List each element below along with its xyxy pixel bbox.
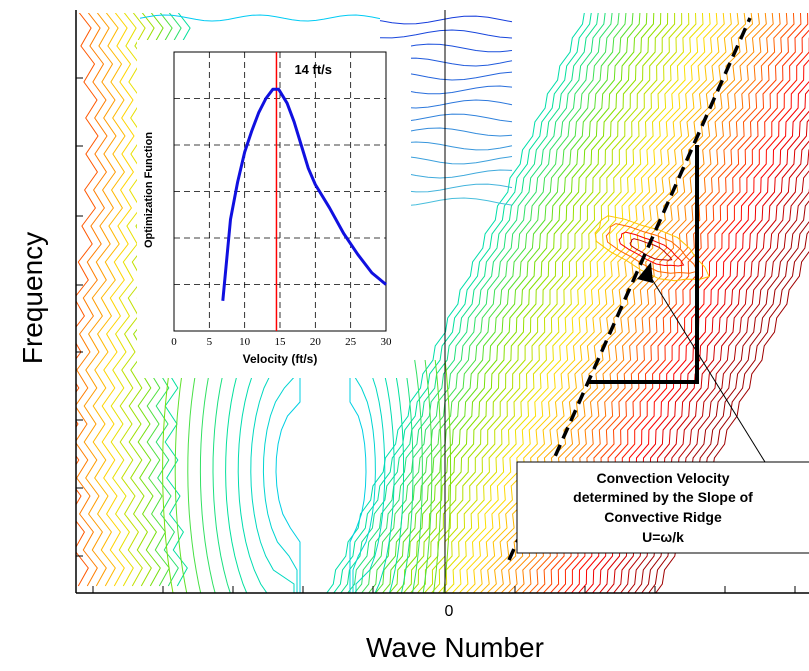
contour-line-center [188,360,202,598]
contour-line-center [251,360,294,598]
annotation-line-2: determined by the Slope of [573,489,753,505]
inset-x-tick-label: 20 [310,336,322,348]
inset-y-axis-label: Optimization Function [143,132,155,248]
contour-line-left [102,10,134,586]
contour-line-center [213,360,232,598]
contour-line-center [238,360,270,598]
contour-line-top-cyan [140,15,380,21]
contour-line-top [380,16,512,24]
annotation-leader-line [650,276,765,462]
inset-chart: 14 ft/s 0 5 10 15 20 25 30 Velocity (ft/s) Opt… [137,40,411,378]
inset-x-tick-label: 15 [275,336,287,348]
contour-line-center [175,360,188,598]
annotation-line-3: Convective Ridge [604,509,722,525]
contour-line-center [226,360,249,598]
inset-x-tick-label: 30 [381,336,393,348]
inset-x-tick-label: 25 [345,336,357,348]
contour-line-center [200,360,216,598]
contour-line-left [66,10,98,586]
inset-x-tick-label: 5 [207,336,213,348]
inset-x-tick-label: 0 [171,336,177,348]
y-axis-label: Frequency [17,232,48,364]
annotation-box: Convection Velocity determined by the Sl… [517,462,809,553]
inset-x-tick-label: 10 [239,336,251,348]
contour-line-left [75,10,107,586]
contour-line-top [380,30,512,38]
contour-line-left [93,10,125,586]
x-axis-label: Wave Number [366,632,544,663]
contour-line-center [350,360,366,598]
contour-line-center [353,360,375,598]
contour-line-center [356,360,385,598]
annotation-line-4: U=ω/k [642,529,684,545]
contour-line-center [263,360,297,598]
x-tick-label-zero: 0 [445,603,454,620]
velocity-marker-label: 14 ft/s [294,62,332,77]
annotation-line-1: Convection Velocity [596,470,729,486]
contour-line-left [84,10,116,586]
inset-x-axis-label: Velocity (ft/s) [243,352,318,366]
